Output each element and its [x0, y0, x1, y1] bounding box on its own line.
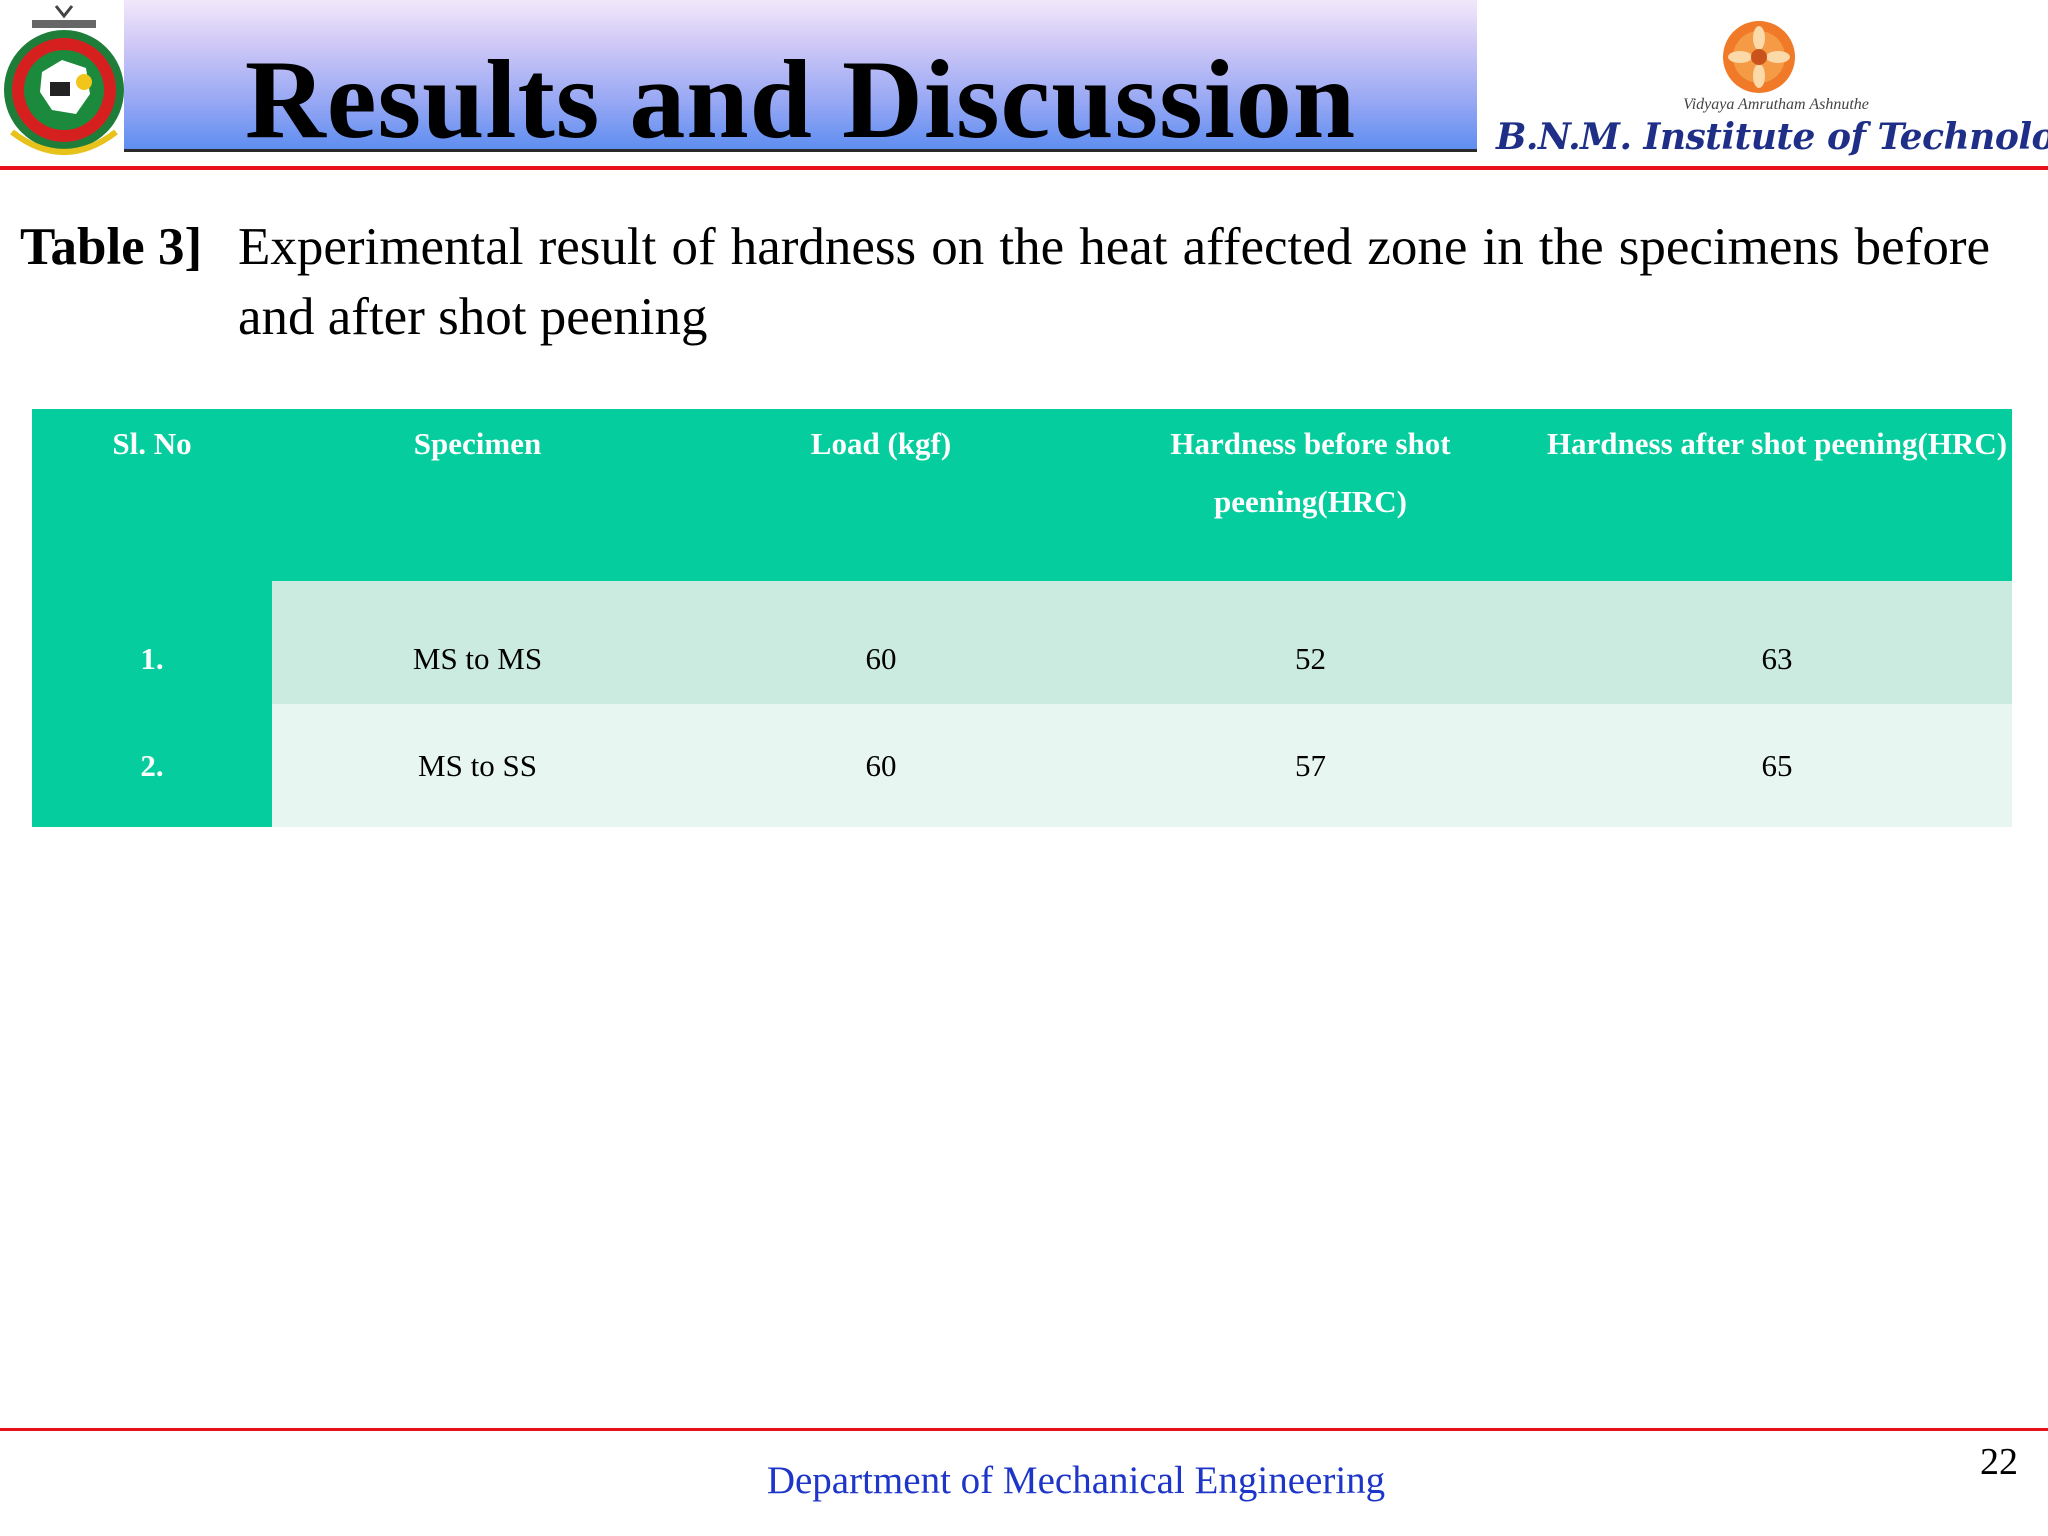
row-load: 60 — [865, 748, 897, 783]
footer-divider — [0, 1428, 2048, 1431]
institute-tagline: Vidyaya Amrutham Ashnuthe — [1683, 96, 1869, 113]
college-emblem-logo — [0, 0, 128, 160]
lotus-emblem-icon — [1723, 21, 1795, 93]
row-hardness-after: 65 — [1761, 748, 1793, 783]
title-banner: Results and Discussion — [124, 0, 1477, 156]
column-header-hardness-before: Hardness before shot peening(HRC) — [1170, 426, 1451, 519]
header-divider — [0, 166, 2048, 170]
institute-name: B.N.M. Institute of Technology — [1496, 116, 2048, 158]
row-specimen: MS to MS — [412, 641, 543, 676]
institute-logo: Vidyaya Amrutham Ashnuthe B.N.M. Institu… — [1480, 0, 2048, 168]
column-header-specimen: Specimen — [413, 426, 542, 461]
table-caption: Table 3] Experimental result of hardness… — [20, 212, 1990, 352]
row-hardness-before: 52 — [1295, 641, 1326, 676]
hardness-table: Sl. No Specimen Load (kgf) Hardness befo… — [32, 409, 2012, 827]
caption-text: Experimental result of hardness on the h… — [238, 218, 1990, 346]
row-specimen: MS to SS — [418, 748, 537, 783]
emblem-icon — [4, 5, 124, 155]
column-header-sl-no: Sl. No — [112, 426, 192, 461]
column-header-load: Load (kgf) — [810, 426, 952, 461]
column-header-hardness-after: Hardness after shot peening(HRC) — [1546, 426, 2008, 461]
row-sl-no: 1. — [32, 581, 272, 704]
row-sl-no: 2. — [32, 704, 272, 827]
slide-title: Results and Discussion — [244, 38, 1357, 162]
row-hardness-after: 63 — [1761, 641, 1793, 676]
table-row: 1. MS to MS 60 52 63 — [32, 581, 2012, 704]
row-hardness-before: 57 — [1295, 748, 1326, 783]
page-number: 22 — [1980, 1441, 2018, 1483]
table-header-row: Sl. No Specimen Load (kgf) Hardness befo… — [32, 409, 2012, 581]
table-row: 2. MS to SS 60 57 65 — [32, 704, 2012, 827]
footer-department: Department of Mechanical Engineering — [766, 1459, 1386, 1502]
caption-label: Table 3] — [20, 218, 203, 276]
row-load: 60 — [865, 641, 897, 676]
